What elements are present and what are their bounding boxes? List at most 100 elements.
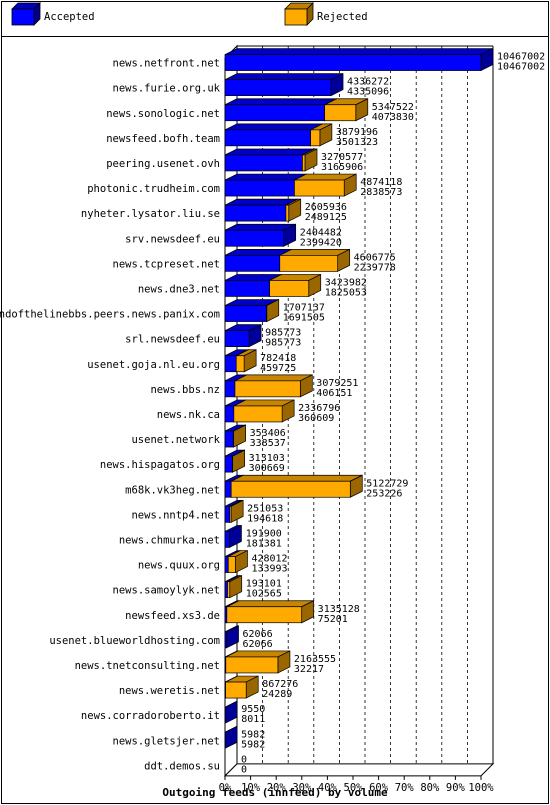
- value-label-total: 0: [241, 754, 247, 765]
- bar-rejected: [232, 449, 246, 473]
- bar-rejected: [226, 600, 315, 624]
- bar-row: [224, 198, 302, 222]
- bar-accepted-front: [224, 54, 482, 71]
- bar-row: [224, 374, 313, 398]
- bar-row: [224, 625, 239, 649]
- value-label-accepted: 4073830: [372, 112, 414, 123]
- bar-row: [224, 349, 257, 373]
- x-tick-label: 60%: [369, 782, 389, 794]
- x-tick-label: 40%: [318, 782, 338, 794]
- bar-row: [224, 123, 333, 147]
- x-tick-label: 80%: [420, 782, 440, 794]
- bar-accepted-top: [224, 148, 315, 156]
- bar-rejected-front: [279, 255, 339, 272]
- bar-row: [224, 223, 297, 247]
- bar-rejected: [266, 298, 280, 323]
- bar-rejected: [225, 675, 259, 699]
- value-label-total: 5982: [241, 729, 265, 740]
- bar-accepted: [224, 725, 238, 749]
- bar-accepted-front: [224, 104, 325, 122]
- value-label-total: 2605936: [305, 202, 347, 213]
- category-label: photonic.trudheim.com: [87, 183, 220, 195]
- bar-accepted: [224, 47, 494, 72]
- bar-accepted-front: [224, 229, 285, 247]
- category-label: news.netfront.net: [113, 58, 220, 70]
- category-label: srv.newsdeef.eu: [125, 233, 220, 245]
- category-label: usenet.blueworldhosting.com: [49, 635, 220, 647]
- bar-accepted: [224, 524, 242, 549]
- bar-rejected-front: [227, 581, 231, 599]
- value-label-accepted: 3501323: [336, 137, 378, 148]
- category-labels: news.netfront.net news.furie.org.uk news.s…: [0, 58, 221, 773]
- value-label-accepted: 406151: [316, 388, 352, 399]
- bars: [224, 47, 494, 749]
- value-label-total: 193101: [246, 579, 282, 590]
- bar-row: [224, 273, 322, 298]
- bar-accepted-front: [224, 581, 228, 599]
- category-label: news.quux.org: [138, 560, 220, 572]
- legend: Accepted Rejected: [11, 2, 368, 26]
- x-tick-label: 100%: [468, 782, 494, 794]
- bar-row: [224, 248, 351, 272]
- bar-accepted-front: [224, 305, 267, 322]
- bar-accepted: [224, 123, 323, 147]
- value-label-total: 3423982: [325, 277, 367, 288]
- category-label: ddt.demos.su: [144, 760, 220, 772]
- chart-title: Outgoing feeds (innfeed) by volume: [162, 786, 388, 799]
- bar-accepted: [224, 223, 297, 247]
- bar-accepted-front: [224, 506, 231, 523]
- value-label-accepted: 253226: [366, 488, 402, 499]
- bar-accepted-front: [224, 556, 229, 573]
- category-label: news.tcpreset.net: [113, 258, 220, 270]
- x-tick-label: 50%: [344, 782, 364, 794]
- bar-row: [224, 173, 357, 197]
- value-label-accepted: 300669: [249, 463, 285, 474]
- value-label-accepted: 32217: [294, 664, 324, 675]
- bar-rejected: [294, 173, 357, 197]
- bar-rejected-front: [225, 656, 279, 674]
- value-label-total: 191900: [246, 528, 282, 539]
- value-label-accepted: 2239778: [354, 262, 396, 273]
- bar-rejected: [279, 248, 351, 272]
- value-label-accepted: 2489125: [305, 212, 347, 223]
- bar-rejected-front: [226, 606, 303, 624]
- bar-rejected-front: [230, 480, 351, 498]
- bar-accepted-front: [224, 355, 237, 373]
- bar-rejected: [227, 575, 243, 599]
- value-label-total: 2404482: [300, 227, 342, 238]
- bar-accepted-front: [224, 204, 287, 222]
- bar-rejected: [269, 273, 322, 298]
- bar-rejected: [235, 349, 257, 373]
- category-label: news.nntp4.net: [131, 509, 220, 521]
- bar-rejected-front: [324, 104, 357, 122]
- value-label-total: 428012: [251, 554, 287, 565]
- value-label-accepted: 4335096: [347, 87, 389, 98]
- value-label-accepted: 0: [241, 764, 247, 775]
- category-label: peering.usenet.ovh: [106, 158, 220, 170]
- bar-row: [224, 675, 259, 699]
- legend-item-rejected: Rejected: [284, 2, 368, 26]
- bar-rejected: [233, 399, 295, 423]
- value-label-total: 4336272: [347, 77, 389, 88]
- bar-rejected-front: [285, 204, 290, 222]
- bar-rejected: [225, 650, 291, 674]
- x-tick-label: 30%: [292, 782, 312, 794]
- value-label-accepted: 338537: [250, 438, 286, 449]
- legend-item-accepted: Accepted: [11, 2, 95, 26]
- x-tick-label: 90%: [446, 782, 466, 794]
- value-label-accepted: 24289: [262, 689, 292, 700]
- value-label-accepted: 62066: [243, 639, 273, 650]
- bar-accepted-top: [224, 123, 323, 131]
- bar-accepted-front: [224, 380, 236, 398]
- x-tick-label: 0%: [219, 782, 232, 794]
- bar-accepted-front: [224, 255, 281, 272]
- bar-row: [224, 549, 248, 574]
- bar-rejected: [230, 474, 363, 498]
- bar-row: [224, 600, 315, 624]
- bar-accepted: [224, 700, 238, 724]
- legend-swatch: [284, 8, 308, 26]
- bar-rejected-top: [234, 374, 313, 382]
- bar-accepted-front: [224, 405, 235, 423]
